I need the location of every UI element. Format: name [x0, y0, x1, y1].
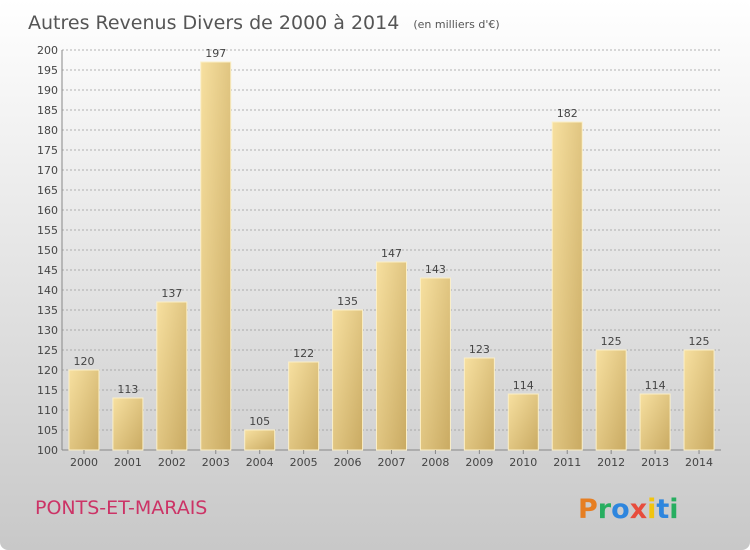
- y-tick-label: 175: [37, 144, 58, 157]
- proxiti-logo: Proxiti: [578, 494, 679, 525]
- brand-letter-0: P: [578, 494, 598, 525]
- y-tick-label: 120: [37, 364, 58, 377]
- bar: [200, 61, 232, 451]
- bar-value-label: 125: [689, 335, 710, 348]
- bar: [463, 357, 495, 451]
- bars: [68, 61, 715, 451]
- x-tick-label: 2001: [114, 456, 142, 469]
- x-tick-label: 2008: [421, 456, 449, 469]
- x-tick-label: 2003: [202, 456, 230, 469]
- y-tick-label: 105: [37, 424, 58, 437]
- location-label: PONTS-ET-MARAIS: [35, 497, 207, 519]
- y-tick-label: 155: [37, 224, 58, 237]
- bar-value-label: 137: [161, 287, 182, 300]
- bar-value-label: 147: [381, 247, 402, 260]
- y-tick-label: 135: [37, 304, 58, 317]
- y-tick-label: 115: [37, 384, 58, 397]
- bar: [112, 397, 144, 451]
- chart-title-main: Autres Revenus Divers de 2000 à 2014: [28, 12, 399, 34]
- bar: [507, 393, 539, 451]
- y-tick-label: 150: [37, 244, 58, 257]
- bar-value-label: 182: [557, 107, 578, 120]
- bar: [595, 349, 627, 451]
- x-tick-label: 2006: [334, 456, 362, 469]
- bar: [68, 369, 100, 451]
- x-tick-label: 2011: [553, 456, 581, 469]
- x-tick-label: 2013: [641, 456, 669, 469]
- brand-letter-1: r: [598, 494, 612, 525]
- chart-subtitle: (en milliers d'€): [413, 18, 499, 31]
- x-tick-label: 2014: [685, 456, 713, 469]
- y-tick-label: 145: [37, 264, 58, 277]
- bar: [244, 429, 276, 451]
- y-tick-label: 190: [37, 84, 58, 97]
- x-tick-label: 2005: [290, 456, 318, 469]
- bar-value-label: 197: [205, 47, 226, 60]
- bar-value-label: 120: [73, 355, 94, 368]
- bar-value-label: 114: [645, 379, 666, 392]
- chart-title: Autres Revenus Divers de 2000 à 2014 (en…: [28, 12, 500, 34]
- y-tick-label: 195: [37, 64, 58, 77]
- brand-letter-2: o: [611, 494, 630, 525]
- bar-value-label: 123: [469, 343, 490, 356]
- bar: [376, 261, 407, 451]
- y-tick-label: 130: [37, 324, 58, 337]
- bar-value-label: 125: [601, 335, 622, 348]
- x-tick-label: 2002: [158, 456, 186, 469]
- y-tick-label: 140: [37, 284, 58, 297]
- bar: [639, 393, 671, 451]
- bar-value-label: 105: [249, 415, 270, 428]
- x-tick-label: 2000: [70, 456, 98, 469]
- x-tick-label: 2012: [597, 456, 625, 469]
- y-tick-label: 160: [37, 204, 58, 217]
- bar: [156, 301, 188, 451]
- x-tick-label: 2004: [246, 456, 274, 469]
- bar-value-label: 114: [513, 379, 534, 392]
- x-axis: 2000 2001 2002 2003 2004 2005 2006 2007 2008 2009…: [70, 450, 713, 469]
- bar: [419, 277, 451, 451]
- bar: [683, 349, 715, 451]
- y-tick-label: 170: [37, 164, 58, 177]
- x-tick-label: 2010: [509, 456, 537, 469]
- bar-value-label: 135: [337, 295, 358, 308]
- bar-value-label: 113: [117, 383, 138, 396]
- y-tick-label: 180: [37, 124, 58, 137]
- value-labels: 120 113 137 197 105 122 135 147 143 123 114 182 125 1…: [73, 47, 709, 428]
- bar: [551, 121, 583, 451]
- bar-value-label: 122: [293, 347, 314, 360]
- brand-letter-3: x: [630, 494, 647, 525]
- brand-letter-5: t: [656, 494, 669, 525]
- y-tick-label: 165: [37, 184, 58, 197]
- y-tick-label: 185: [37, 104, 58, 117]
- bar: [288, 361, 320, 451]
- y-tick-label: 200: [37, 44, 58, 57]
- x-tick-label: 2007: [378, 456, 406, 469]
- x-tick-label: 2009: [465, 456, 493, 469]
- bar: [332, 309, 364, 451]
- brand-letter-4: i: [647, 494, 656, 525]
- y-tick-label: 125: [37, 344, 58, 357]
- y-tick-label: 100: [37, 444, 58, 457]
- y-tick-label: 110: [37, 404, 58, 417]
- brand-letter-6: i: [669, 494, 678, 525]
- bar-value-label: 143: [425, 263, 446, 276]
